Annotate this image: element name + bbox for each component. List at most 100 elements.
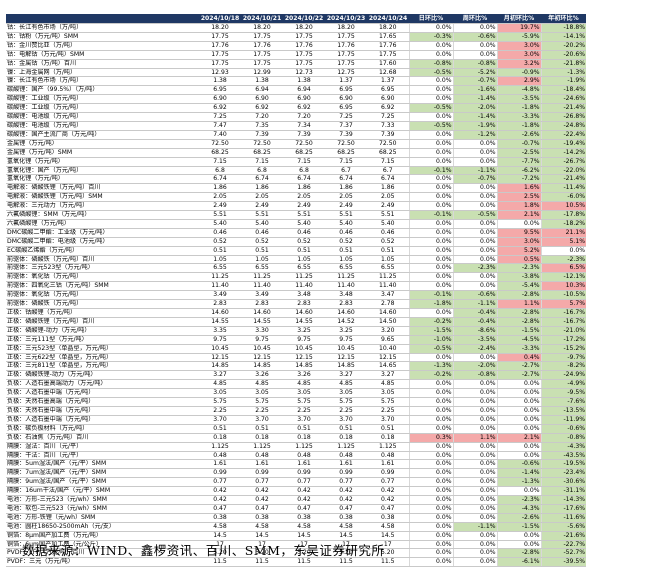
price-cell: 6.92 bbox=[199, 103, 241, 114]
price-cell: 17.76 bbox=[199, 41, 241, 51]
change-cell: -0.5% bbox=[408, 68, 453, 78]
change-cell: -18.4% bbox=[540, 85, 586, 96]
price-cell: 0.51 bbox=[241, 246, 283, 256]
price-cell: 9.75 bbox=[241, 335, 283, 345]
price-cell: 11.40 bbox=[367, 281, 409, 292]
change-cell: 0.0% bbox=[452, 139, 497, 149]
price-cell: 17.76 bbox=[367, 41, 409, 51]
price-cell: 2.49 bbox=[199, 201, 241, 212]
change-cell: 0.0% bbox=[408, 41, 453, 51]
price-cell: 7.33 bbox=[367, 121, 409, 131]
price-cell: 3.70 bbox=[199, 415, 241, 425]
price-cell: 0.52 bbox=[283, 237, 325, 247]
row-label: 铜箔：6μm国产加工费（元/公斤） bbox=[6, 540, 199, 550]
price-cell: 6.74 bbox=[283, 174, 325, 185]
price-cell: 1.125 bbox=[283, 442, 325, 452]
table-row: 电解液：磷酸铁锂（万元/吨）SMM 2.05 2.05 2.05 2.05 2.05 0.0… bbox=[6, 192, 586, 203]
table-row: 隔膜：干法：百川（元/平） 0.48 0.48 0.48 0.48 0.48 0.0% 0.0… bbox=[6, 451, 586, 461]
change-cell: -1.5% bbox=[408, 326, 453, 336]
table-row: 前驱体：四氧化三钴（万元/吨）SMM 11.40 11.40 11.40 11.40 11… bbox=[6, 281, 586, 292]
change-cell: 0.0% bbox=[452, 192, 497, 203]
row-label: PVDF：三元（万元/吨） bbox=[6, 557, 199, 567]
price-cell: 1.86 bbox=[241, 183, 283, 194]
change-cell: -8.6% bbox=[452, 326, 497, 336]
change-cell: -4.5% bbox=[496, 335, 541, 345]
price-cell: 6.90 bbox=[241, 94, 283, 105]
table-row: 碳酸锂：工业级（万元/吨） 6.90 6.90 6.90 6.90 6.90 0.0% -1.… bbox=[6, 94, 586, 105]
change-cell: -0.6% bbox=[452, 290, 497, 301]
row-label: 电池：圆柱18650-2500mAh（元/支） bbox=[6, 522, 199, 532]
row-label: 碳酸锂：电池级（万元/吨） bbox=[6, 121, 199, 131]
change-cell: -1.1% bbox=[452, 522, 497, 532]
header-date-1023: 2024/10/23 bbox=[325, 14, 367, 24]
change-cell: -19.4% bbox=[540, 139, 586, 149]
table-row: 负极：人造石墨高端动力（万元/吨） 4.85 4.85 4.85 4.85 4.85 0.0… bbox=[6, 379, 586, 390]
row-label: 隔膜：5um湿法/国产（元/平）SMM bbox=[6, 459, 199, 470]
change-cell: -1.8% bbox=[408, 299, 453, 309]
change-cell: 0.0% bbox=[452, 228, 497, 238]
price-cell: 4.58 bbox=[199, 522, 241, 532]
change-cell: 5.2% bbox=[496, 246, 541, 256]
change-cell: -21.6% bbox=[540, 531, 586, 541]
price-cell: 6.95 bbox=[325, 103, 367, 114]
price-cell: 14.85 bbox=[325, 361, 367, 372]
change-cell: 0.0% bbox=[408, 148, 453, 158]
change-cell: 0.0% bbox=[496, 540, 541, 550]
change-cell: 0.0% bbox=[408, 486, 453, 497]
change-cell: 0.0% bbox=[408, 23, 453, 33]
price-cell: 5.40 bbox=[325, 219, 367, 229]
change-cell: 5.1% bbox=[540, 237, 586, 247]
price-cell: 12.73 bbox=[283, 68, 325, 78]
change-cell: -3.3% bbox=[496, 344, 541, 354]
table-row: 负极：碳负极材料（万元/吨） 0.51 0.51 0.51 0.51 0.51 0.0% 0.… bbox=[6, 424, 586, 434]
table-row: 正极：三元523型（单晶型，万元/吨） 10.45 10.45 10.45 10.45 1… bbox=[6, 344, 586, 354]
change-cell: 0.0% bbox=[408, 442, 453, 452]
price-cell: 6.90 bbox=[325, 94, 367, 105]
price-cell: 0.38 bbox=[367, 513, 409, 523]
change-cell: -2.8% bbox=[496, 308, 541, 318]
price-cell: 6.94 bbox=[241, 85, 283, 96]
table-row: 碳酸锂：国产（99.5%）（万/吨） 6.95 6.94 6.94 6.95 6.95 0.… bbox=[6, 85, 586, 96]
price-cell: 4.85 bbox=[283, 379, 325, 390]
price-cell: 7.20 bbox=[283, 112, 325, 122]
price-cell: 2.49 bbox=[325, 201, 367, 212]
price-cell: 14.55 bbox=[241, 317, 283, 327]
change-cell: 0.0% bbox=[408, 557, 453, 567]
change-cell: -2.8% bbox=[496, 548, 541, 559]
table-row: 前驱体：三元523型（万元/吨） 6.55 6.55 6.55 6.55 6.55 0.0%… bbox=[6, 263, 586, 274]
row-label: 电解液：磷酸铁锂（万元/吨）百川 bbox=[6, 183, 199, 194]
price-cell: 1.61 bbox=[325, 459, 367, 470]
change-cell: -1.4% bbox=[496, 468, 541, 479]
change-cell: -11.9% bbox=[540, 415, 586, 425]
price-cell: 2.25 bbox=[325, 406, 367, 416]
change-cell: -14.2% bbox=[540, 148, 586, 158]
price-cell: 68.25 bbox=[367, 148, 409, 158]
change-cell: -24.6% bbox=[540, 94, 586, 105]
table-row: 正极：三元111型（万元/吨） 9.75 9.75 9.75 9.75 9.65 -1.0%… bbox=[6, 335, 586, 345]
price-cell: 2.49 bbox=[241, 201, 283, 212]
change-cell: 0.0% bbox=[408, 157, 453, 167]
price-cell: 3.05 bbox=[199, 388, 241, 399]
change-cell: 0.0% bbox=[452, 557, 497, 567]
header-week-change: 周环比% bbox=[453, 14, 497, 24]
change-cell: -1.1% bbox=[452, 166, 497, 176]
row-label: 隔膜：9um湿法/国产（元/平）SMM bbox=[6, 477, 199, 488]
change-cell: -24.9% bbox=[540, 370, 586, 381]
price-cell: 6.90 bbox=[199, 94, 241, 105]
table-row: 金属锂（万元/吨）SMM 68.25 68.25 68.25 68.25 68.25 0.0… bbox=[6, 148, 586, 158]
change-cell: -0.5% bbox=[452, 210, 497, 220]
price-cell: 12.15 bbox=[199, 353, 241, 363]
change-cell: -0.7% bbox=[496, 139, 541, 149]
change-cell: -20.2% bbox=[540, 41, 586, 51]
row-label: 碳酸锂：电池级（万元/吨） bbox=[6, 112, 199, 122]
row-label: 金属锂（万元/吨）SMM bbox=[6, 148, 199, 158]
change-cell: 0.0% bbox=[408, 451, 453, 461]
change-cell: -8.2% bbox=[540, 361, 586, 372]
price-cell: 17.75 bbox=[283, 59, 325, 69]
price-cell: 17.75 bbox=[283, 32, 325, 42]
change-cell: -1.6% bbox=[452, 85, 497, 96]
price-cell: 17.75 bbox=[199, 59, 241, 69]
change-cell: 0.0% bbox=[496, 415, 541, 425]
change-cell: -1.4% bbox=[452, 112, 497, 122]
price-cell: 0.51 bbox=[199, 424, 241, 434]
